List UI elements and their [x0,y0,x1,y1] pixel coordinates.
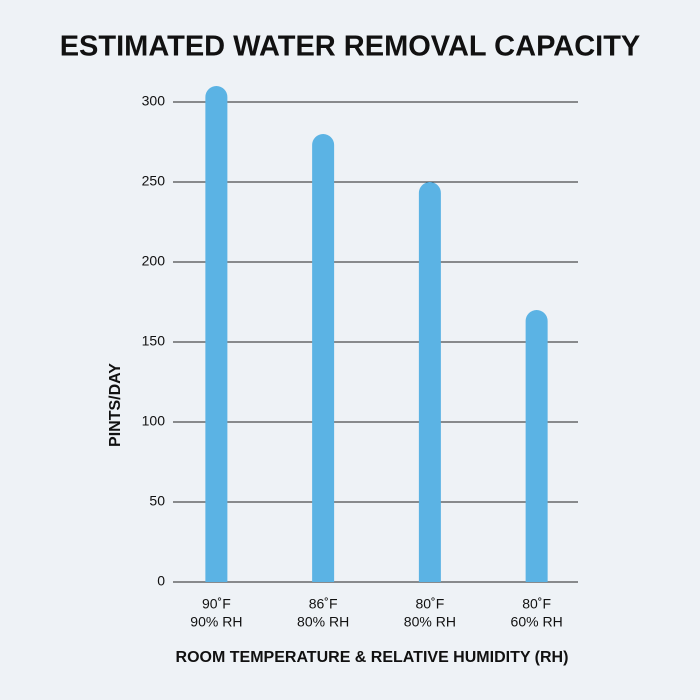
y-tick-label: 0 [157,573,165,589]
x-axis-title: ROOM TEMPERATURE & RELATIVE HUMIDITY (RH… [176,649,569,666]
x-tick-label: 90˚F [202,596,231,612]
y-tick-label: 200 [142,253,166,269]
bar [525,310,548,582]
y-tick-label: 150 [142,333,166,349]
x-tick-label: 90% RH [190,614,242,630]
bar [205,86,228,582]
x-tick-label: 86˚F [309,596,338,612]
x-tick-label: 80% RH [297,614,349,630]
x-tick-label: 80˚F [522,596,551,612]
y-tick-label: 300 [142,93,166,109]
y-axis-title: PINTS/DAY [107,363,124,447]
bar [418,182,441,583]
chart-title: ESTIMATED WATER REMOVAL CAPACITY [60,31,641,63]
y-tick-label: 250 [142,173,166,189]
x-tick-label: 60% RH [511,614,563,630]
y-tick-label: 100 [142,413,166,429]
y-tick-label: 50 [149,493,165,509]
x-tick-label: 80% RH [404,614,456,630]
bar [312,134,335,583]
x-tick-label: 80˚F [415,596,444,612]
